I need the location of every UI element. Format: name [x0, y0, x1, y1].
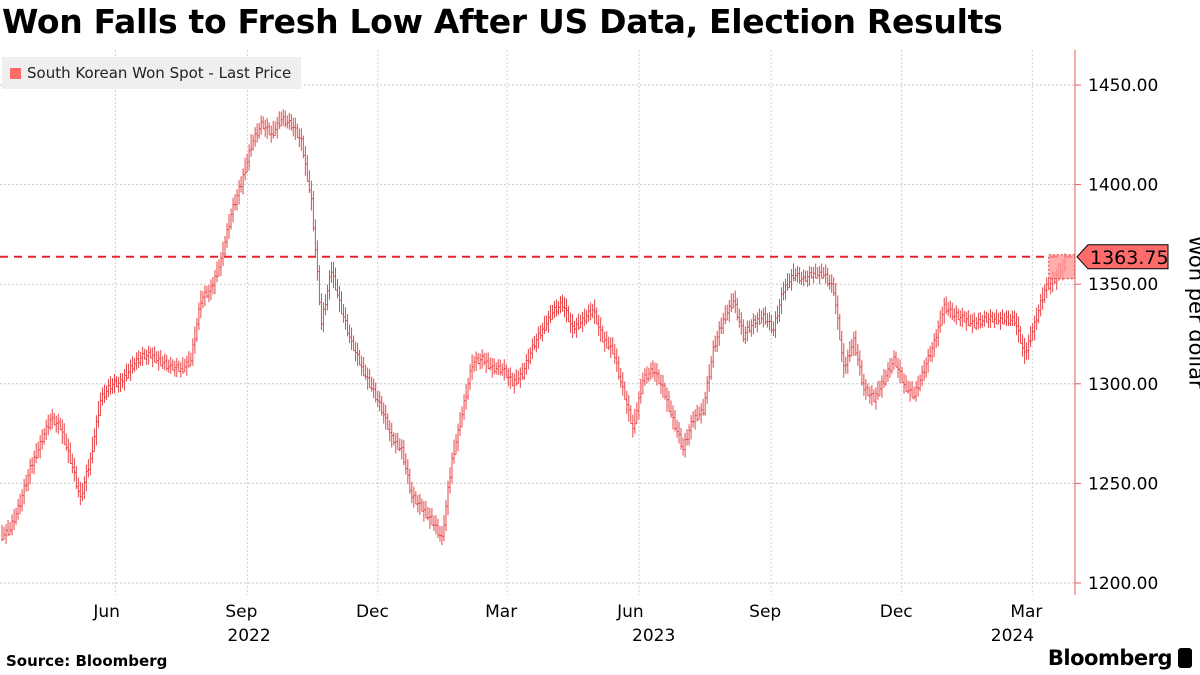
x-year-label: 2023: [632, 626, 675, 646]
x-tick-label: Dec: [880, 602, 913, 622]
y-tick-label: 1450.00: [1088, 76, 1158, 96]
x-year-label: 2022: [227, 626, 270, 646]
y-tick-label: 1400.00: [1088, 176, 1158, 196]
y-tick-label: 1250.00: [1088, 474, 1158, 494]
brand-text: Bloomberg: [1047, 646, 1173, 670]
y-tick-label: 1300.00: [1088, 375, 1158, 395]
last-price-label: 1363.75: [1090, 247, 1169, 269]
bloomberg-logo-icon: [1178, 648, 1192, 668]
chart-title: Won Falls to Fresh Low After US Data, El…: [2, 2, 1003, 41]
y-tick-label: 1200.00: [1088, 574, 1158, 594]
x-tick-label: Dec: [356, 602, 389, 622]
last-price-badge: [1076, 244, 1169, 270]
x-tick-label: Sep: [749, 602, 781, 622]
x-tick-label: Mar: [1010, 602, 1042, 622]
x-tick-label: Jun: [616, 602, 644, 622]
y-tick-label: 1350.00: [1088, 275, 1158, 295]
x-tick-label: Sep: [225, 602, 257, 622]
x-tick-label: Mar: [485, 602, 517, 622]
source-note: Source: Bloomberg: [6, 652, 168, 670]
legend-label: South Korean Won Spot - Last Price: [27, 64, 292, 82]
bloomberg-logo: Bloomberg: [1048, 646, 1192, 670]
last-period-highlight: [1048, 254, 1076, 280]
y-axis-label: Won per dollar: [1184, 235, 1200, 389]
legend-swatch: [10, 67, 21, 79]
x-tick-label: Jun: [92, 602, 120, 622]
x-year-label: 2024: [991, 626, 1034, 646]
legend: South Korean Won Spot - Last Price: [2, 57, 302, 89]
